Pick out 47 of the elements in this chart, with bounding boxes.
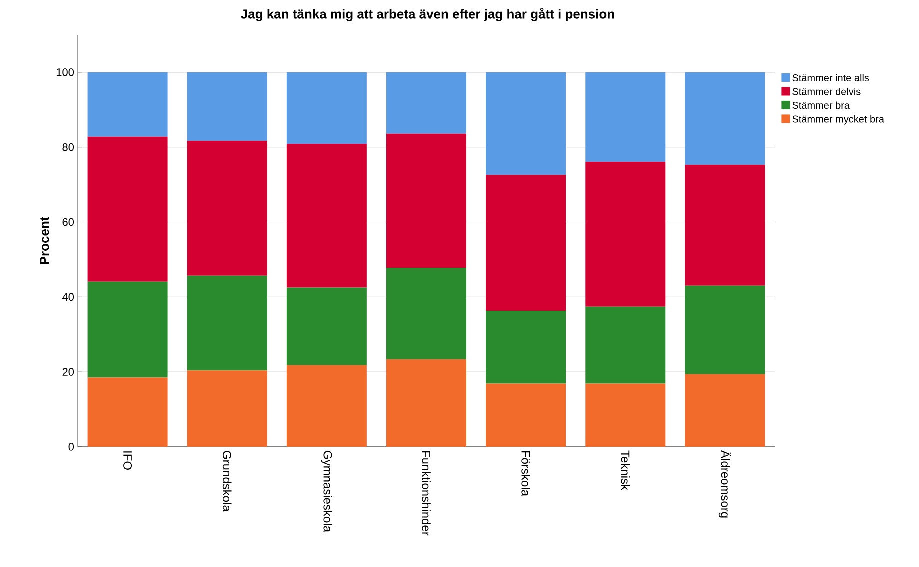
y-tick-label: 40	[62, 293, 74, 302]
x-tick-label: Gymnasieskola	[321, 451, 333, 533]
bar	[386, 359, 467, 447]
bar	[286, 288, 367, 366]
chart-title: Jag kan tänka mig att arbeta även efter jag har gått i pension	[241, 8, 614, 22]
bar	[586, 306, 666, 384]
bar	[685, 164, 766, 286]
bar	[187, 276, 268, 371]
y-tick-label: 100	[56, 68, 74, 76]
bar	[486, 384, 566, 447]
bar	[685, 286, 766, 374]
bar	[386, 72, 467, 134]
x-tick-label: Teknisk	[621, 450, 630, 491]
bar	[486, 72, 566, 176]
legend-label: Stämmer delvis	[792, 88, 861, 96]
y-tick-label: 60	[62, 218, 74, 226]
bar	[187, 370, 268, 447]
x-tick-label: Funktionshinder	[422, 452, 431, 536]
x-tick-label: Äldreomsorg	[718, 450, 732, 518]
legend-label: Stämmer bra	[792, 102, 850, 110]
bar	[187, 72, 268, 141]
bar	[486, 175, 566, 312]
bar	[486, 311, 566, 384]
bar	[685, 374, 766, 447]
y-axis-title: Procent	[40, 216, 50, 264]
bar	[88, 72, 168, 137]
legend-label: Stämmer inte alls	[792, 74, 870, 82]
bar	[88, 378, 168, 447]
x-tick-label: IFO	[124, 452, 132, 470]
bar	[88, 282, 168, 378]
bar	[586, 162, 666, 307]
y-tick-label: 80	[62, 143, 74, 152]
x-tick-label: Förskola	[522, 452, 530, 497]
bar	[586, 72, 666, 162]
bar	[685, 72, 766, 165]
x-tick-label: Grundskola	[222, 451, 232, 512]
y-tick-label: 0	[68, 443, 74, 451]
bar	[586, 384, 666, 447]
legend-label: Stämmer mycket bra	[792, 115, 884, 125]
y-tick-label: 20	[62, 368, 74, 376]
bar	[286, 144, 367, 288]
bar	[286, 72, 367, 144]
bar	[386, 134, 467, 268]
bar	[286, 365, 367, 447]
bar	[88, 136, 168, 282]
bar	[187, 140, 268, 276]
bar	[386, 268, 467, 360]
